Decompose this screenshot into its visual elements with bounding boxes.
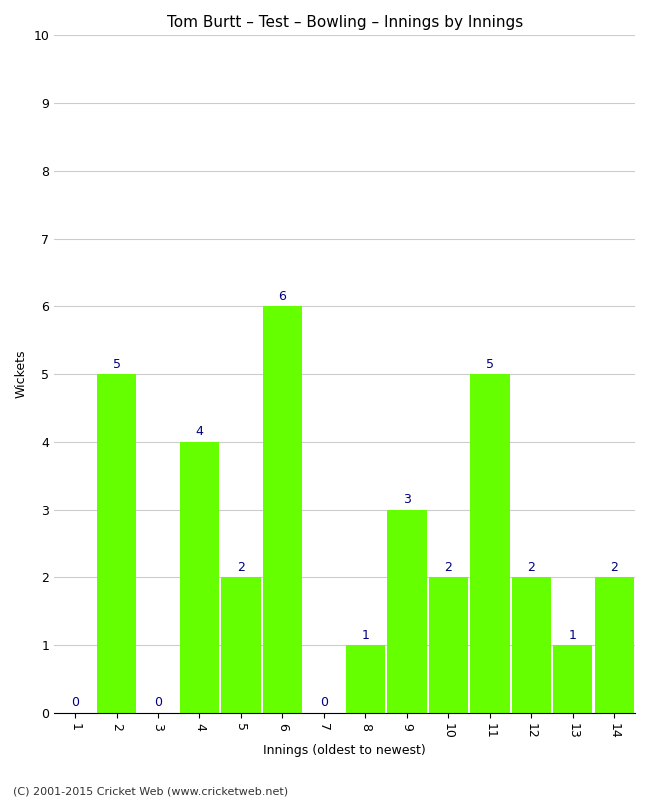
Bar <box>97 374 136 713</box>
Text: 0: 0 <box>320 697 328 710</box>
Text: 5: 5 <box>486 358 494 370</box>
Bar <box>180 442 219 713</box>
Bar <box>595 578 634 713</box>
Title: Tom Burtt – Test – Bowling – Innings by Innings: Tom Burtt – Test – Bowling – Innings by … <box>166 15 523 30</box>
Text: 1: 1 <box>569 629 577 642</box>
Text: 0: 0 <box>154 697 162 710</box>
Text: (C) 2001-2015 Cricket Web (www.cricketweb.net): (C) 2001-2015 Cricket Web (www.cricketwe… <box>13 786 288 796</box>
Text: 6: 6 <box>278 290 287 303</box>
Bar <box>428 578 468 713</box>
Text: 2: 2 <box>237 561 245 574</box>
Text: 0: 0 <box>71 697 79 710</box>
Y-axis label: Wickets: Wickets <box>15 350 28 398</box>
Text: 3: 3 <box>403 494 411 506</box>
Bar <box>263 306 302 713</box>
Bar <box>512 578 551 713</box>
Text: 1: 1 <box>361 629 369 642</box>
Bar <box>221 578 261 713</box>
Text: 2: 2 <box>445 561 452 574</box>
Bar <box>470 374 510 713</box>
Text: 5: 5 <box>112 358 120 370</box>
Bar <box>346 645 385 713</box>
X-axis label: Innings (oldest to newest): Innings (oldest to newest) <box>263 744 426 757</box>
Bar <box>387 510 426 713</box>
Text: 2: 2 <box>610 561 618 574</box>
Text: 4: 4 <box>196 426 203 438</box>
Text: 2: 2 <box>527 561 535 574</box>
Bar <box>553 645 593 713</box>
